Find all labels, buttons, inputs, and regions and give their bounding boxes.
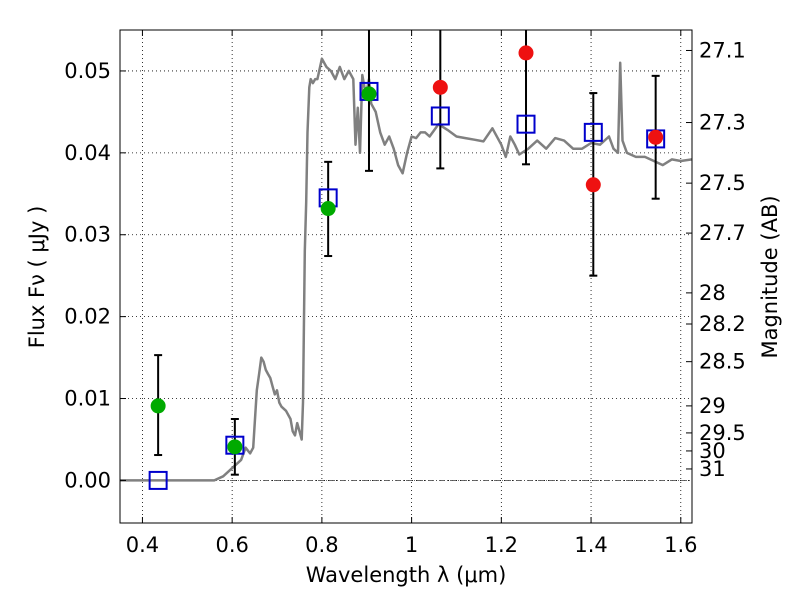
y-tick-label: 0.02 <box>64 305 111 329</box>
y2-tick-label: 27.7 <box>699 221 746 245</box>
y2-tick-label: 29.5 <box>699 421 746 445</box>
plot-background <box>120 30 692 523</box>
y-axis-label: Flux Fν ( μJy ) <box>25 206 49 349</box>
y-tick-label: 0.01 <box>64 387 111 411</box>
plot-frame <box>119 29 693 524</box>
y-tick-labels: 0.00 0.01 0.02 0.03 0.04 0.05 <box>64 59 111 492</box>
model-square-marker <box>516 114 536 134</box>
y2-tick-label: 27.5 <box>699 171 746 195</box>
model-square-marker <box>430 106 450 126</box>
x-tick-label: 0.6 <box>215 533 248 557</box>
x-tick-label: 0.8 <box>305 533 338 557</box>
x-tick-label: 1.6 <box>664 533 697 557</box>
model-square-marker <box>148 470 168 490</box>
y2-tick-label: 28.5 <box>699 350 746 374</box>
red-data-point <box>432 79 448 95</box>
axis-ticks <box>120 30 692 523</box>
x-tick-label: 1.2 <box>485 533 518 557</box>
y2-tick-label: 28 <box>699 281 726 305</box>
green-data-point <box>320 201 336 217</box>
y2-tick-label: 28.2 <box>699 312 746 336</box>
red-data-point <box>648 129 664 145</box>
y-tick-label: 0.00 <box>64 468 111 492</box>
green-data-point <box>361 86 377 102</box>
y2-tick-label: 27.1 <box>699 38 746 62</box>
x-tick-labels: 0.4 0.6 0.8 1 1.2 1.4 1.6 <box>126 533 698 557</box>
y2-tick-label: 30 <box>699 439 726 463</box>
red-data-point <box>585 177 601 193</box>
y2-tick-label: 27.3 <box>699 111 746 135</box>
model-square-marker <box>583 122 603 142</box>
y2-tick-label: 31 <box>699 457 726 481</box>
x-tick-label: 1 <box>405 533 418 557</box>
y2-tick-label: 29 <box>699 394 726 418</box>
green-data-point <box>227 439 243 455</box>
red-data-point <box>518 45 534 61</box>
y-tick-label: 0.04 <box>64 141 111 165</box>
observed-flux-points <box>150 45 664 455</box>
x-tick-label: 1.4 <box>574 533 607 557</box>
y-tick-label: 0.03 <box>64 223 111 247</box>
green-data-point <box>150 398 166 414</box>
x-axis-label: Wavelength λ (μm) <box>306 563 507 587</box>
y-tick-label: 0.05 <box>64 59 111 83</box>
x-tick-label: 0.4 <box>126 533 159 557</box>
y2-axis-label: Magnitude (AB) <box>758 195 782 358</box>
